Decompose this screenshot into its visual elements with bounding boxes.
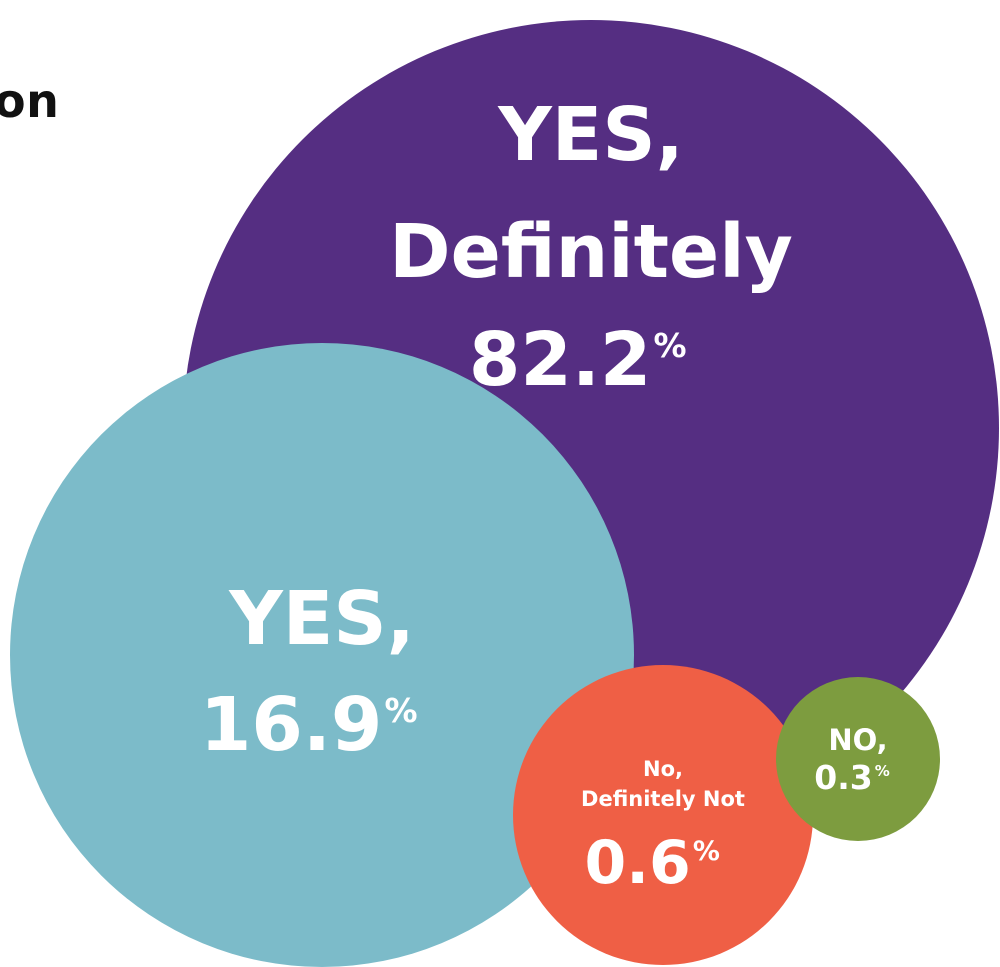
bubble-value: 16.9% xyxy=(200,682,418,768)
bubble-circle-no xyxy=(776,677,940,841)
percent-sign: % xyxy=(875,762,890,780)
bubble-label-line: Definitely Not xyxy=(581,787,745,811)
chart-title-fragment: on xyxy=(0,74,60,128)
percent-sign: % xyxy=(693,836,720,867)
percent-sign: % xyxy=(384,691,417,730)
bubble-value: 82.2% xyxy=(469,317,687,403)
bubble-label-line: No, xyxy=(643,757,683,781)
bubble-yes: YES, 16.9% xyxy=(10,343,634,967)
bubble-no: NO,0.3% xyxy=(776,677,940,841)
bubble-circle-yes xyxy=(10,343,634,967)
bubble-label-line: YES, xyxy=(497,92,684,178)
percent-sign: % xyxy=(653,326,686,365)
bubble-circle-no-definitely-not xyxy=(513,665,813,965)
bubble-label-line: NO, xyxy=(828,723,887,757)
bubble-label-line: YES, xyxy=(228,576,415,662)
bubble-label-line: Definitely xyxy=(389,209,793,295)
